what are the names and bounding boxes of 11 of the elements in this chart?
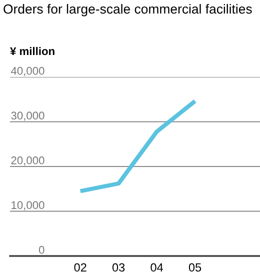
x-tick-label: 05 (188, 263, 202, 272)
x-tick-label: 04 (150, 263, 164, 272)
y-axis-title: ¥ million (10, 46, 54, 56)
y-tick-label: 40,000 (10, 66, 44, 76)
y-tick-label: 0 (38, 246, 44, 254)
chart-title: Orders for large-scale commercial facilities (4, 4, 252, 16)
x-tick-label: 03 (112, 263, 125, 272)
y-tick-label: 20,000 (11, 156, 44, 166)
y-tick-label: 30,000 (11, 112, 44, 121)
x-tick-label: 02 (74, 263, 86, 272)
y-tick-label: 10,000 (12, 201, 44, 210)
